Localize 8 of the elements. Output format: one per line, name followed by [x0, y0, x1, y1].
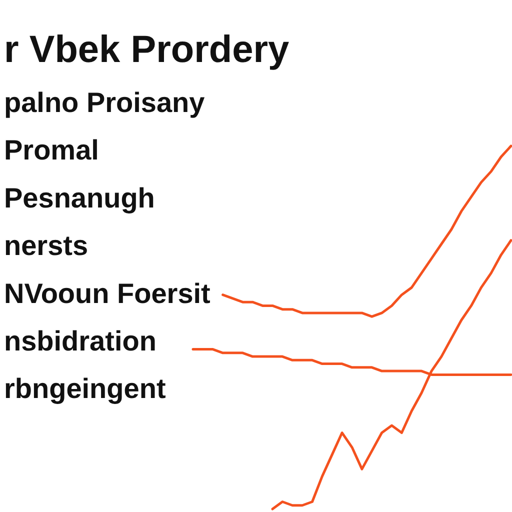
text: Promal — [4, 134, 99, 166]
text: palno Proisany — [4, 87, 206, 118]
text: nersts — [4, 230, 88, 262]
text: nsbidration — [4, 326, 156, 356]
chart-title: r Vbek Prordery — [4, 29, 290, 71]
annotation: NVooun Foersit — [4, 278, 210, 309]
text: Pesnanugh — [4, 182, 155, 214]
text: rbngeingent — [4, 373, 166, 404]
